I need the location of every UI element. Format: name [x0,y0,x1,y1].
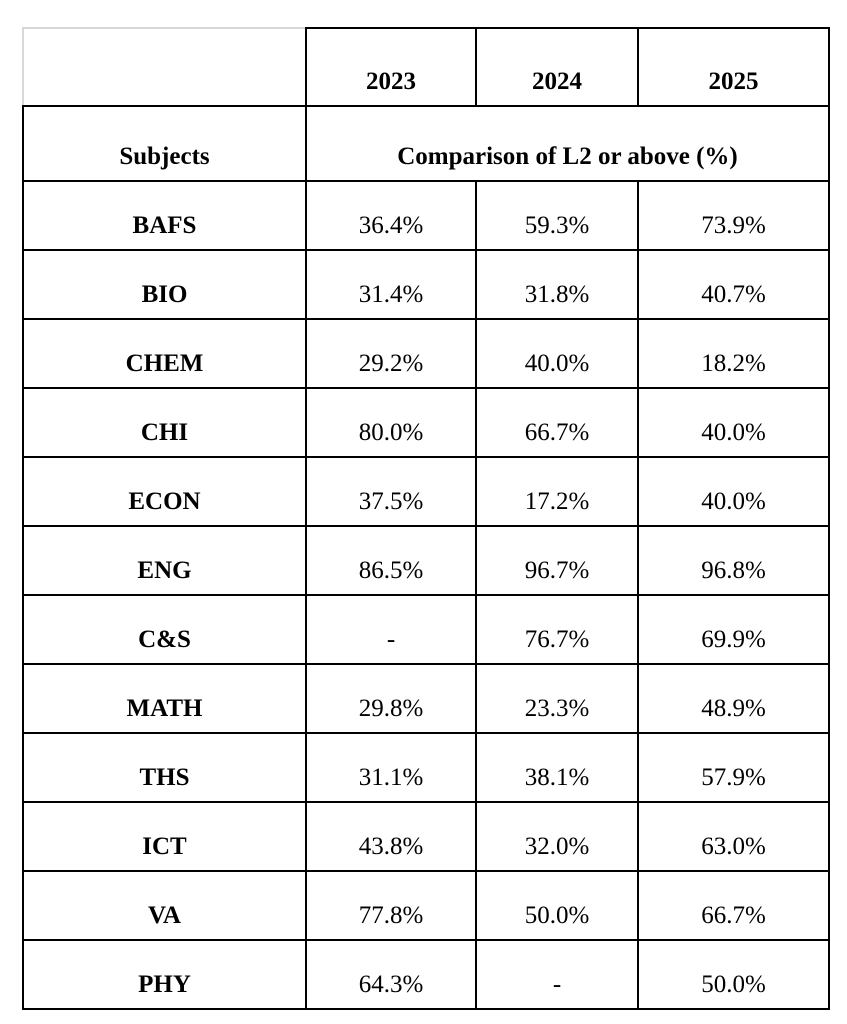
value-cell-2025: 40.7% [637,249,830,320]
year-header-2023: 2023 [305,27,477,107]
value-cell-2025: 18.2% [637,318,830,389]
value-cell-2024: 59.3% [475,180,639,251]
value-cell-2023: 86.5% [305,525,477,596]
value-cell-2023: 29.8% [305,663,477,734]
value-cell-2025: 69.9% [637,594,830,665]
table-row: ENG 86.5% 96.7% 96.8% [22,525,830,596]
value-cell-2024: 96.7% [475,525,639,596]
value-cell-2025: 40.0% [637,387,830,458]
value-cell-2023: 31.4% [305,249,477,320]
subject-cell: MATH [22,663,307,734]
subject-cell: ICT [22,801,307,872]
value-cell-2023: 37.5% [305,456,477,527]
year-header-row: 2023 2024 2025 [22,27,830,107]
table-row: BIO 31.4% 31.8% 40.7% [22,249,830,320]
table-body: 2023 2024 2025 Subjects Comparison of L2… [22,27,830,1010]
table-row: VA 77.8% 50.0% 66.7% [22,870,830,941]
subject-cell: BAFS [22,180,307,251]
value-cell-2024: 66.7% [475,387,639,458]
subject-cell: ECON [22,456,307,527]
value-cell-2023: 43.8% [305,801,477,872]
l2-comparison-table: 2023 2024 2025 Subjects Comparison of L2… [22,27,830,1010]
value-cell-2025: 73.9% [637,180,830,251]
value-cell-2023: - [305,594,477,665]
table-row: THS 31.1% 38.1% 57.9% [22,732,830,803]
value-cell-2025: 48.9% [637,663,830,734]
value-cell-2024: 23.3% [475,663,639,734]
merged-header-cell: Comparison of L2 or above (%) [305,105,830,182]
value-cell-2025: 40.0% [637,456,830,527]
subjects-header-row: Subjects Comparison of L2 or above (%) [22,105,830,182]
value-cell-2023: 77.8% [305,870,477,941]
value-cell-2025: 57.9% [637,732,830,803]
subject-cell: VA [22,870,307,941]
table-row: MATH 29.8% 23.3% 48.9% [22,663,830,734]
subjects-header-cell: Subjects [22,105,307,182]
value-cell-2024: 32.0% [475,801,639,872]
table-row: ICT 43.8% 32.0% 63.0% [22,801,830,872]
subject-cell: CHEM [22,318,307,389]
value-cell-2025: 96.8% [637,525,830,596]
value-cell-2024: 38.1% [475,732,639,803]
table-row: PHY 64.3% - 50.0% [22,939,830,1010]
subject-cell: C&S [22,594,307,665]
value-cell-2025: 50.0% [637,939,830,1010]
subject-cell: ENG [22,525,307,596]
subject-cell: THS [22,732,307,803]
value-cell-2024: 50.0% [475,870,639,941]
subject-cell: BIO [22,249,307,320]
table-row: CHEM 29.2% 40.0% 18.2% [22,318,830,389]
year-header-2025: 2025 [637,27,830,107]
subject-cell: CHI [22,387,307,458]
year-header-2024: 2024 [475,27,639,107]
value-cell-2024: - [475,939,639,1010]
value-cell-2025: 66.7% [637,870,830,941]
value-cell-2023: 64.3% [305,939,477,1010]
value-cell-2023: 31.1% [305,732,477,803]
value-cell-2023: 36.4% [305,180,477,251]
value-cell-2024: 17.2% [475,456,639,527]
table-row: ECON 37.5% 17.2% 40.0% [22,456,830,527]
subject-cell: PHY [22,939,307,1010]
table-row: CHI 80.0% 66.7% 40.0% [22,387,830,458]
value-cell-2024: 40.0% [475,318,639,389]
corner-cell [22,27,307,107]
value-cell-2024: 31.8% [475,249,639,320]
table-row: C&S - 76.7% 69.9% [22,594,830,665]
table-row: BAFS 36.4% 59.3% 73.9% [22,180,830,251]
value-cell-2025: 63.0% [637,801,830,872]
value-cell-2023: 29.2% [305,318,477,389]
value-cell-2024: 76.7% [475,594,639,665]
value-cell-2023: 80.0% [305,387,477,458]
